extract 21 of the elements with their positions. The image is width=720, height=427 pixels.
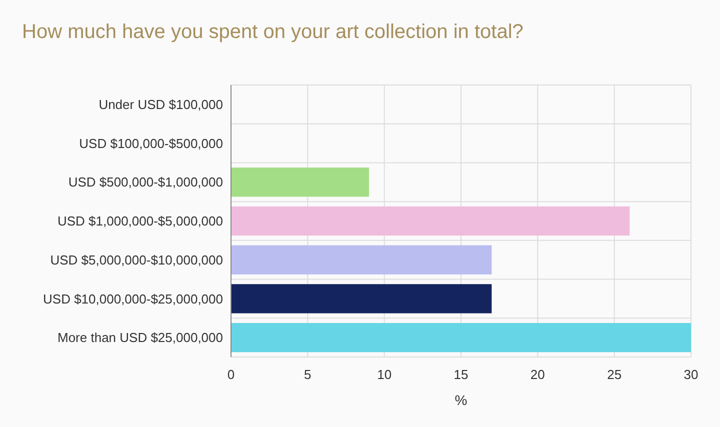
- y-tick-label: Under USD $100,000: [98, 96, 223, 112]
- bar: [231, 323, 691, 352]
- x-tick-label: 25: [607, 367, 622, 382]
- y-tick-label: More than USD $25,000,000: [58, 330, 223, 346]
- x-tick-label: 20: [530, 367, 545, 382]
- bar: [231, 168, 369, 197]
- x-tick-label: 5: [304, 367, 312, 382]
- y-tick-label: USD $10,000,000-$25,000,000: [43, 291, 223, 306]
- x-axis-title: %: [454, 392, 468, 408]
- y-tick-label: USD $1,000,000-$5,000,000: [57, 214, 223, 229]
- chart-title: How much have you spent on your art collection in total?: [22, 21, 524, 43]
- bar: [231, 284, 492, 314]
- y-tick-label: USD $500,000-$1,000,000: [68, 174, 223, 190]
- x-tick-label: 15: [454, 367, 468, 382]
- y-tick-label: USD $5,000,000-$10,000,000: [50, 252, 223, 268]
- x-tick-label: 30: [684, 367, 698, 382]
- bar: [231, 206, 630, 236]
- x-tick-label: 10: [377, 367, 392, 382]
- x-tick-label: 0: [227, 367, 235, 382]
- y-tick-label: USD $100,000-$500,000: [79, 136, 223, 151]
- bar: [231, 245, 492, 274]
